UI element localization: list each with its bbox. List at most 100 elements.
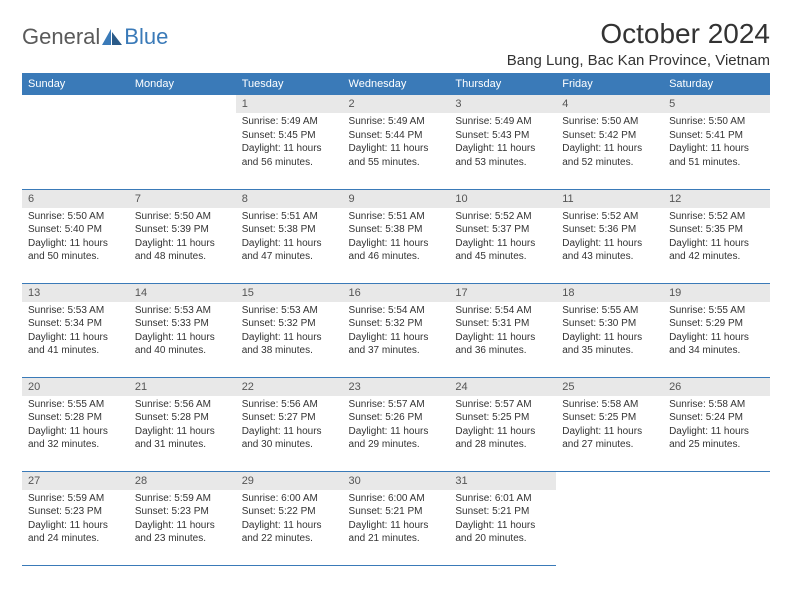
calendar-day-cell: 28Sunrise: 5:59 AMSunset: 5:23 PMDayligh… [129, 471, 236, 565]
day-details: Sunrise: 5:55 AMSunset: 5:30 PMDaylight:… [556, 302, 663, 362]
calendar-day-cell: 12Sunrise: 5:52 AMSunset: 5:35 PMDayligh… [663, 189, 770, 283]
day-details: Sunrise: 6:01 AMSunset: 5:21 PMDaylight:… [449, 490, 556, 550]
calendar-day-cell: 7Sunrise: 5:50 AMSunset: 5:39 PMDaylight… [129, 189, 236, 283]
sunset-text: Sunset: 5:26 PM [349, 411, 444, 425]
sunset-text: Sunset: 5:38 PM [242, 223, 337, 237]
day-details: Sunrise: 5:52 AMSunset: 5:36 PMDaylight:… [556, 208, 663, 268]
calendar-day-cell: 26Sunrise: 5:58 AMSunset: 5:24 PMDayligh… [663, 377, 770, 471]
sunset-text: Sunset: 5:27 PM [242, 411, 337, 425]
day-details: Sunrise: 5:53 AMSunset: 5:33 PMDaylight:… [129, 302, 236, 362]
day-number [129, 95, 236, 113]
sunrise-text: Sunrise: 5:59 AM [28, 492, 123, 506]
weekday-header: Wednesday [343, 73, 450, 95]
sunrise-text: Sunrise: 6:00 AM [349, 492, 444, 506]
day-number: 9 [343, 190, 450, 208]
calendar-day-cell: 23Sunrise: 5:57 AMSunset: 5:26 PMDayligh… [343, 377, 450, 471]
calendar-day-cell: 6Sunrise: 5:50 AMSunset: 5:40 PMDaylight… [22, 189, 129, 283]
daylight-text: Daylight: 11 hours and 34 minutes. [669, 331, 764, 358]
calendar-day-cell: 13Sunrise: 5:53 AMSunset: 5:34 PMDayligh… [22, 283, 129, 377]
daylight-text: Daylight: 11 hours and 28 minutes. [455, 425, 550, 452]
sunset-text: Sunset: 5:32 PM [349, 317, 444, 331]
day-details: Sunrise: 5:52 AMSunset: 5:37 PMDaylight:… [449, 208, 556, 268]
sunrise-text: Sunrise: 5:51 AM [242, 210, 337, 224]
calendar-day-cell: 21Sunrise: 5:56 AMSunset: 5:28 PMDayligh… [129, 377, 236, 471]
calendar-day-cell: 14Sunrise: 5:53 AMSunset: 5:33 PMDayligh… [129, 283, 236, 377]
day-number: 13 [22, 284, 129, 302]
calendar-day-cell: 8Sunrise: 5:51 AMSunset: 5:38 PMDaylight… [236, 189, 343, 283]
sunset-text: Sunset: 5:25 PM [455, 411, 550, 425]
weekday-header: Friday [556, 73, 663, 95]
day-number: 24 [449, 378, 556, 396]
sunset-text: Sunset: 5:31 PM [455, 317, 550, 331]
sunset-text: Sunset: 5:32 PM [242, 317, 337, 331]
calendar-week-row: 20Sunrise: 5:55 AMSunset: 5:28 PMDayligh… [22, 377, 770, 471]
daylight-text: Daylight: 11 hours and 30 minutes. [242, 425, 337, 452]
sunset-text: Sunset: 5:45 PM [242, 129, 337, 143]
sunrise-text: Sunrise: 5:55 AM [562, 304, 657, 318]
sunset-text: Sunset: 5:22 PM [242, 505, 337, 519]
calendar-week-row: 27Sunrise: 5:59 AMSunset: 5:23 PMDayligh… [22, 471, 770, 565]
day-number [663, 472, 770, 490]
sunset-text: Sunset: 5:44 PM [349, 129, 444, 143]
day-details: Sunrise: 5:57 AMSunset: 5:26 PMDaylight:… [343, 396, 450, 456]
daylight-text: Daylight: 11 hours and 36 minutes. [455, 331, 550, 358]
day-number: 28 [129, 472, 236, 490]
calendar-day-cell [663, 471, 770, 565]
sunrise-text: Sunrise: 5:53 AM [28, 304, 123, 318]
weekday-header: Thursday [449, 73, 556, 95]
sunrise-text: Sunrise: 5:52 AM [562, 210, 657, 224]
sunrise-text: Sunrise: 5:50 AM [135, 210, 230, 224]
sunset-text: Sunset: 5:28 PM [28, 411, 123, 425]
calendar-day-cell: 31Sunrise: 6:01 AMSunset: 5:21 PMDayligh… [449, 471, 556, 565]
calendar-day-cell: 10Sunrise: 5:52 AMSunset: 5:37 PMDayligh… [449, 189, 556, 283]
calendar-day-cell: 9Sunrise: 5:51 AMSunset: 5:38 PMDaylight… [343, 189, 450, 283]
calendar-day-cell [22, 95, 129, 189]
calendar-day-cell: 17Sunrise: 5:54 AMSunset: 5:31 PMDayligh… [449, 283, 556, 377]
day-details: Sunrise: 5:49 AMSunset: 5:43 PMDaylight:… [449, 113, 556, 173]
sunrise-text: Sunrise: 5:55 AM [28, 398, 123, 412]
daylight-text: Daylight: 11 hours and 37 minutes. [349, 331, 444, 358]
sunrise-text: Sunrise: 6:01 AM [455, 492, 550, 506]
day-number: 22 [236, 378, 343, 396]
sunset-text: Sunset: 5:21 PM [349, 505, 444, 519]
daylight-text: Daylight: 11 hours and 56 minutes. [242, 142, 337, 169]
day-number: 31 [449, 472, 556, 490]
sunset-text: Sunset: 5:23 PM [28, 505, 123, 519]
day-number: 30 [343, 472, 450, 490]
daylight-text: Daylight: 11 hours and 24 minutes. [28, 519, 123, 546]
day-details: Sunrise: 5:49 AMSunset: 5:45 PMDaylight:… [236, 113, 343, 173]
calendar-day-cell: 20Sunrise: 5:55 AMSunset: 5:28 PMDayligh… [22, 377, 129, 471]
day-number: 6 [22, 190, 129, 208]
calendar-day-cell: 15Sunrise: 5:53 AMSunset: 5:32 PMDayligh… [236, 283, 343, 377]
day-details: Sunrise: 5:49 AMSunset: 5:44 PMDaylight:… [343, 113, 450, 173]
day-number: 12 [663, 190, 770, 208]
sunset-text: Sunset: 5:30 PM [562, 317, 657, 331]
day-details: Sunrise: 5:53 AMSunset: 5:32 PMDaylight:… [236, 302, 343, 362]
sunrise-text: Sunrise: 5:49 AM [242, 115, 337, 129]
calendar-day-cell [129, 95, 236, 189]
day-details: Sunrise: 5:55 AMSunset: 5:28 PMDaylight:… [22, 396, 129, 456]
day-details: Sunrise: 5:50 AMSunset: 5:42 PMDaylight:… [556, 113, 663, 173]
logo-text-blue: Blue [124, 24, 168, 50]
calendar-day-cell: 5Sunrise: 5:50 AMSunset: 5:41 PMDaylight… [663, 95, 770, 189]
calendar-page: General Blue October 2024 Bang Lung, Bac… [0, 0, 792, 584]
day-details: Sunrise: 6:00 AMSunset: 5:21 PMDaylight:… [343, 490, 450, 550]
weekday-header-row: Sunday Monday Tuesday Wednesday Thursday… [22, 73, 770, 95]
calendar-day-cell: 24Sunrise: 5:57 AMSunset: 5:25 PMDayligh… [449, 377, 556, 471]
day-details: Sunrise: 6:00 AMSunset: 5:22 PMDaylight:… [236, 490, 343, 550]
daylight-text: Daylight: 11 hours and 48 minutes. [135, 237, 230, 264]
day-number: 15 [236, 284, 343, 302]
daylight-text: Daylight: 11 hours and 32 minutes. [28, 425, 123, 452]
daylight-text: Daylight: 11 hours and 46 minutes. [349, 237, 444, 264]
daylight-text: Daylight: 11 hours and 50 minutes. [28, 237, 123, 264]
sunrise-text: Sunrise: 5:50 AM [28, 210, 123, 224]
day-details: Sunrise: 5:51 AMSunset: 5:38 PMDaylight:… [343, 208, 450, 268]
daylight-text: Daylight: 11 hours and 52 minutes. [562, 142, 657, 169]
sunset-text: Sunset: 5:34 PM [28, 317, 123, 331]
calendar-week-row: 13 Sunrise: 5:53 AMSunset: 5:34 PM Dayligh… [22, 283, 770, 377]
sunrise-text: Sunrise: 5:57 AM [349, 398, 444, 412]
calendar-day-cell [556, 471, 663, 565]
daylight-text: Daylight: 11 hours and 22 minutes. [242, 519, 337, 546]
day-number: 4 [556, 95, 663, 113]
sunset-text: Sunset: 5:39 PM [135, 223, 230, 237]
